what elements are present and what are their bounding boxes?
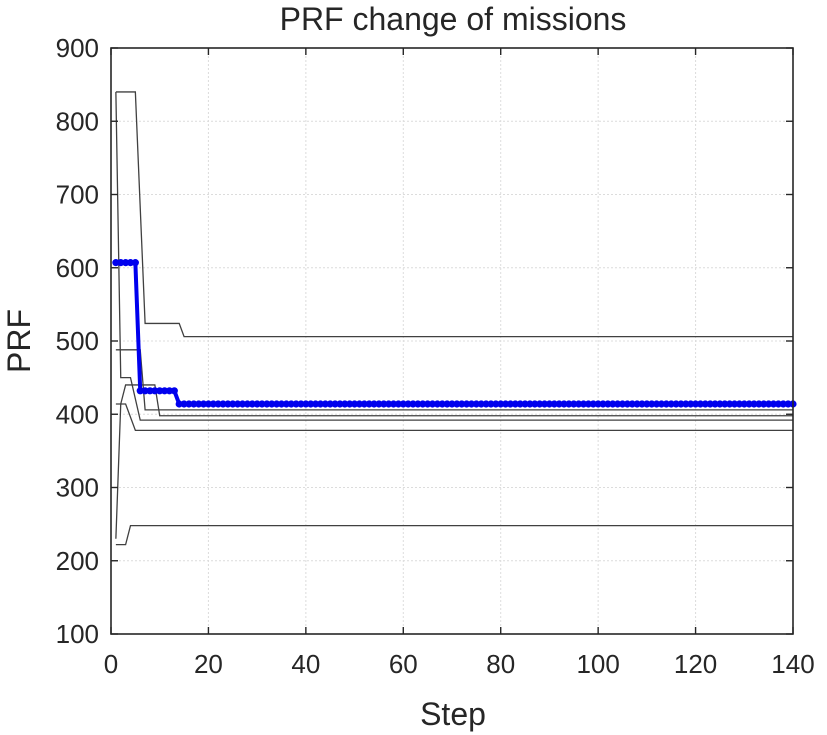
series-line	[115, 349, 793, 411]
series	[115, 524, 793, 546]
y-tick-label: 900	[56, 33, 99, 63]
axis-ticks: 0 20 40 60 80 100 120 140 100 200 300 400 500 600 700 8…	[56, 33, 815, 679]
series	[115, 349, 793, 411]
chart-title: PRF change of missions	[280, 1, 627, 37]
highlight-series	[112, 259, 797, 408]
x-tick-label: 60	[389, 649, 418, 679]
x-tick-label: 80	[486, 649, 515, 679]
y-tick-label: 200	[56, 546, 99, 576]
x-tick-label: 0	[104, 649, 118, 679]
y-tick-label: 700	[56, 180, 99, 210]
x-tick-label: 20	[194, 649, 223, 679]
y-tick-label: 400	[56, 399, 99, 429]
series	[115, 91, 793, 421]
series	[115, 384, 793, 417]
y-tick-label: 800	[56, 106, 99, 136]
series-line	[115, 403, 793, 539]
series-line	[115, 91, 793, 338]
x-tick-label: 140	[771, 649, 814, 679]
series-line	[115, 524, 793, 546]
y-tick-label: 500	[56, 326, 99, 356]
x-tick-label: 100	[576, 649, 619, 679]
series	[115, 91, 793, 338]
x-tick-label: 120	[674, 649, 717, 679]
y-tick-label: 300	[56, 473, 99, 503]
series-line	[115, 91, 793, 421]
y-axis-label: PRF	[1, 309, 37, 373]
x-tick-label: 40	[291, 649, 320, 679]
series	[115, 403, 793, 539]
data-point	[131, 259, 139, 267]
grid	[111, 48, 793, 634]
y-tick-label: 600	[56, 253, 99, 283]
series-line	[115, 384, 793, 417]
x-axis-label: Step	[420, 696, 486, 732]
data-point	[170, 387, 178, 395]
y-tick-label: 100	[56, 619, 99, 649]
highlight-series-line	[115, 260, 793, 406]
plot-series	[112, 91, 797, 546]
